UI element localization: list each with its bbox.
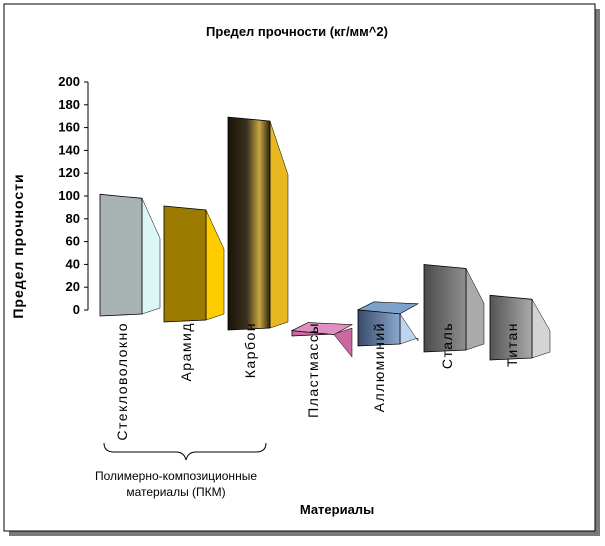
category-label: Карбон (242, 322, 258, 378)
y-tick-label: 40 (66, 256, 80, 271)
bar-7 (489, 294, 551, 361)
chart-title: Предел прочности (кг/мм^2) (206, 24, 388, 39)
group-label-line2: материалы (ПКМ) (126, 485, 225, 499)
bar-front (423, 264, 467, 353)
category-labels: Стекловолокно Арамид Карбон Пластмассы Аллюм… (114, 322, 520, 441)
bar-3 (227, 116, 289, 331)
bar-front (489, 294, 533, 361)
y-tick-label: 180 (58, 97, 80, 112)
category-label: Арамид (178, 322, 194, 382)
bar-front (227, 116, 271, 331)
y-tick-label: 20 (66, 279, 80, 294)
frame-border (3, 3, 596, 532)
category-label: Аллюминий (371, 322, 387, 412)
y-axis-label: Предел прочности (10, 173, 26, 318)
y-tick-label: 100 (58, 188, 80, 203)
bar-top (356, 301, 420, 315)
bar-front (163, 205, 207, 323)
bar-front (99, 193, 143, 317)
bar-2 (163, 205, 225, 323)
category-label: Пластмассы (305, 322, 321, 418)
y-tick-label: 200 (58, 74, 80, 89)
y-tick-label: 80 (66, 211, 80, 226)
y-tick-label: 0 (73, 302, 80, 317)
bar-6 (423, 264, 485, 353)
y-tick-label: 60 (66, 234, 80, 249)
category-label: Титан (504, 322, 520, 367)
y-ticks: 0 20 40 60 80 100 120 140 160 180 200 (58, 74, 88, 317)
group-brace (103, 442, 267, 461)
category-label: Сталь (439, 322, 455, 369)
category-label: Стекловолокно (114, 322, 130, 441)
bar-4 (290, 322, 354, 358)
y-tick-label: 160 (58, 120, 80, 135)
group-label-line1: Полимерно-композиционные (95, 469, 257, 483)
bar-5 (356, 301, 420, 347)
bars (99, 116, 551, 361)
x-axis-label: Материалы (300, 502, 374, 517)
bar-1 (99, 193, 161, 317)
y-tick-label: 140 (58, 142, 80, 157)
bar-top (290, 322, 354, 335)
y-tick-label: 120 (58, 165, 80, 180)
